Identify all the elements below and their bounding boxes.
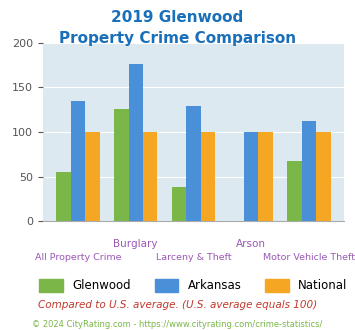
Bar	[186, 106, 201, 221]
Text: Burglary: Burglary	[114, 239, 158, 249]
Text: 2019 Glenwood: 2019 Glenwood	[111, 10, 244, 25]
Text: Motor Vehicle Theft: Motor Vehicle Theft	[263, 253, 355, 262]
Legend: Glenwood, Arkansas, National: Glenwood, Arkansas, National	[35, 275, 352, 297]
Bar	[201, 132, 215, 221]
Bar	[85, 132, 100, 221]
Bar	[129, 64, 143, 221]
Bar	[172, 187, 186, 221]
Text: Larceny & Theft: Larceny & Theft	[155, 253, 231, 262]
Bar	[258, 132, 273, 221]
Bar	[316, 132, 331, 221]
Text: Arson: Arson	[236, 239, 266, 249]
Bar	[287, 161, 302, 221]
Bar	[71, 101, 85, 221]
Text: All Property Crime: All Property Crime	[35, 253, 121, 262]
Bar	[56, 172, 71, 221]
Text: Property Crime Comparison: Property Crime Comparison	[59, 31, 296, 46]
Text: © 2024 CityRating.com - https://www.cityrating.com/crime-statistics/: © 2024 CityRating.com - https://www.city…	[32, 320, 323, 329]
Bar	[114, 109, 129, 221]
Bar	[244, 132, 258, 221]
Bar	[143, 132, 157, 221]
Bar	[302, 121, 316, 221]
Text: Compared to U.S. average. (U.S. average equals 100): Compared to U.S. average. (U.S. average …	[38, 300, 317, 310]
